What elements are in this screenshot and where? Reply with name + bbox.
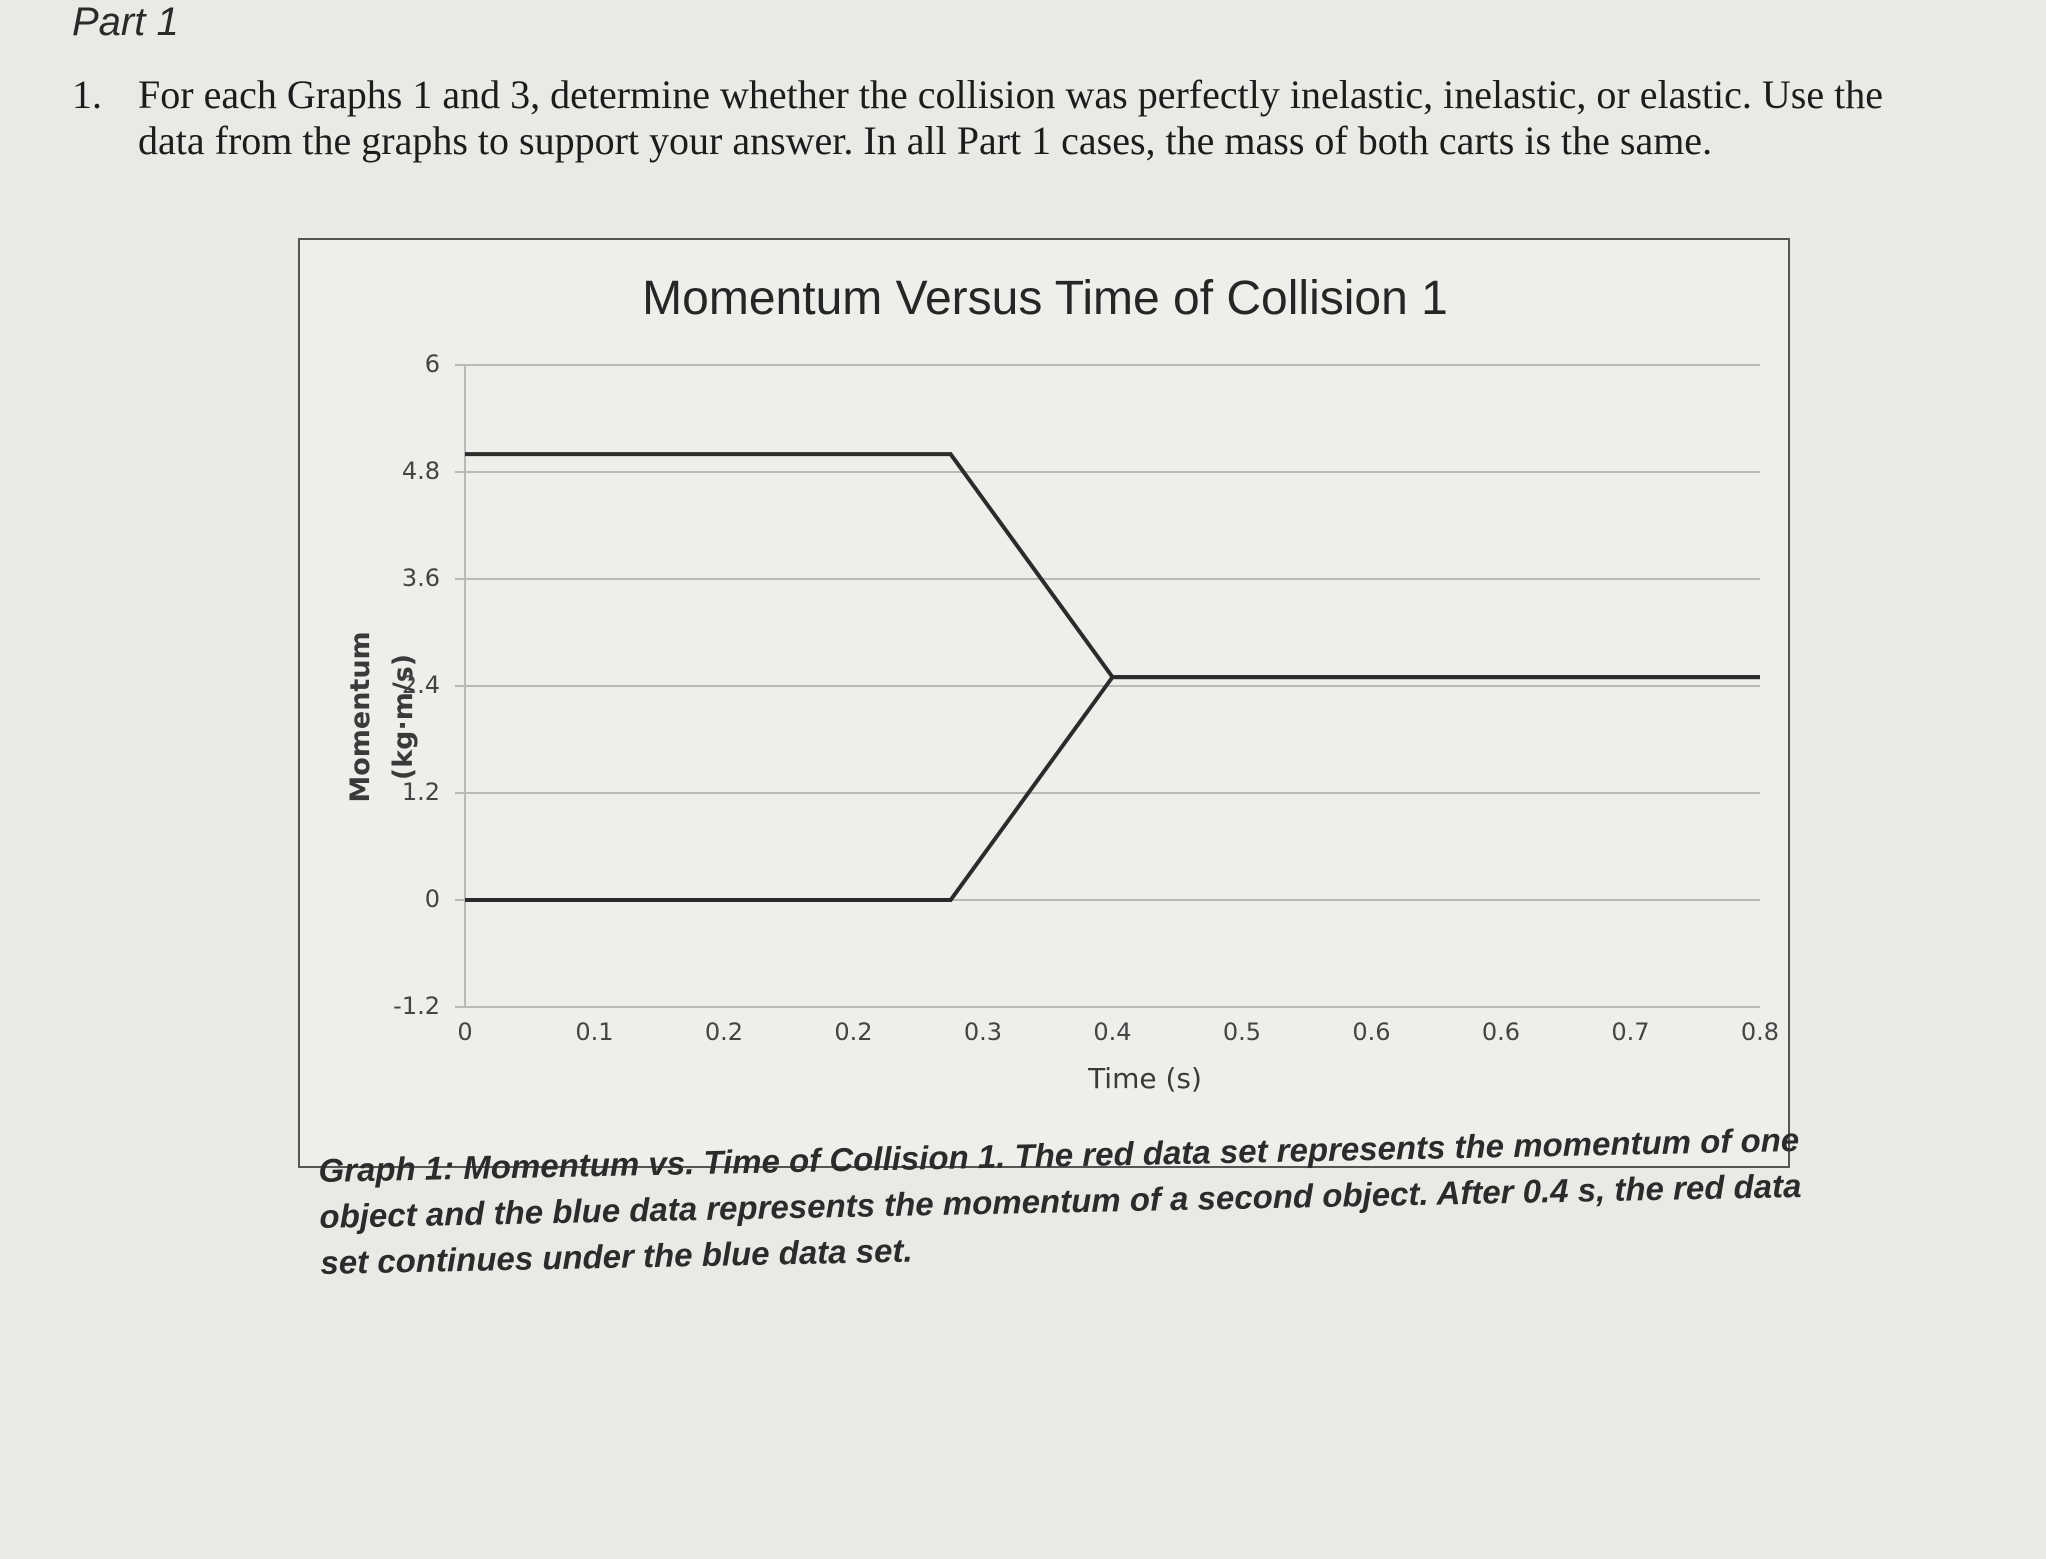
momentum-chart: Momentum Versus Time of Collision 1 Mome… bbox=[345, 272, 1779, 1095]
series-line-1 bbox=[465, 452, 1760, 680]
x-tick-label: 0.6 bbox=[1482, 1018, 1520, 1046]
y-axis-label-line-1: Momentum bbox=[345, 631, 376, 802]
x-tick-label: 0.6 bbox=[1352, 1018, 1390, 1046]
question-text: For each Graphs 1 and 3, determine wheth… bbox=[138, 72, 1883, 163]
y-tick-label: 6 bbox=[425, 350, 440, 378]
x-tick-label: 0.8 bbox=[1741, 1018, 1779, 1046]
x-tick-label: 0 bbox=[457, 1018, 472, 1046]
chart-frame: Momentum Versus Time of Collision 1 Mome… bbox=[298, 238, 1790, 1168]
part-heading: Part 1 bbox=[72, 0, 179, 44]
y-tick-label: -1.2 bbox=[393, 992, 440, 1020]
chart-title: Momentum Versus Time of Collision 1 bbox=[642, 272, 1448, 325]
question: 1. For each Graphs 1 and 3, determine wh… bbox=[72, 72, 1892, 164]
x-tick-label: 0.7 bbox=[1611, 1018, 1649, 1046]
x-tick-label: 0.2 bbox=[834, 1018, 872, 1046]
series-layer bbox=[465, 452, 1760, 902]
question-number: 1. bbox=[72, 72, 102, 117]
y-tick-label: 3.6 bbox=[402, 564, 440, 592]
grid-layer bbox=[455, 364, 1760, 1008]
x-tick-label: 0.3 bbox=[964, 1018, 1002, 1046]
y-axis-label: Momentum (kg·m/s) bbox=[345, 631, 419, 802]
x-tick-layer: 0 0.1 0.2 0.2 0.3 0.4 0.5 0.6 0.6 0.7 0.8 bbox=[457, 1018, 1779, 1046]
y-tick-label: 1.2 bbox=[402, 778, 440, 806]
y-tick-label: 2.4 bbox=[402, 671, 440, 699]
series-line-2 bbox=[465, 675, 1760, 902]
x-tick-label: 0.4 bbox=[1093, 1018, 1131, 1046]
y-tick-layer: 6 4.8 3.6 2.4 1.2 0 -1.2 bbox=[393, 350, 440, 1020]
y-tick-label: 0 bbox=[425, 885, 440, 913]
x-tick-label: 0.1 bbox=[575, 1018, 613, 1046]
y-axis-label-line-2: (kg·m/s) bbox=[388, 654, 419, 780]
x-tick-label: 0.5 bbox=[1223, 1018, 1261, 1046]
y-tick-label: 4.8 bbox=[402, 457, 440, 485]
x-tick-label: 0.2 bbox=[705, 1018, 743, 1046]
x-axis-label: Time (s) bbox=[1087, 1062, 1202, 1095]
